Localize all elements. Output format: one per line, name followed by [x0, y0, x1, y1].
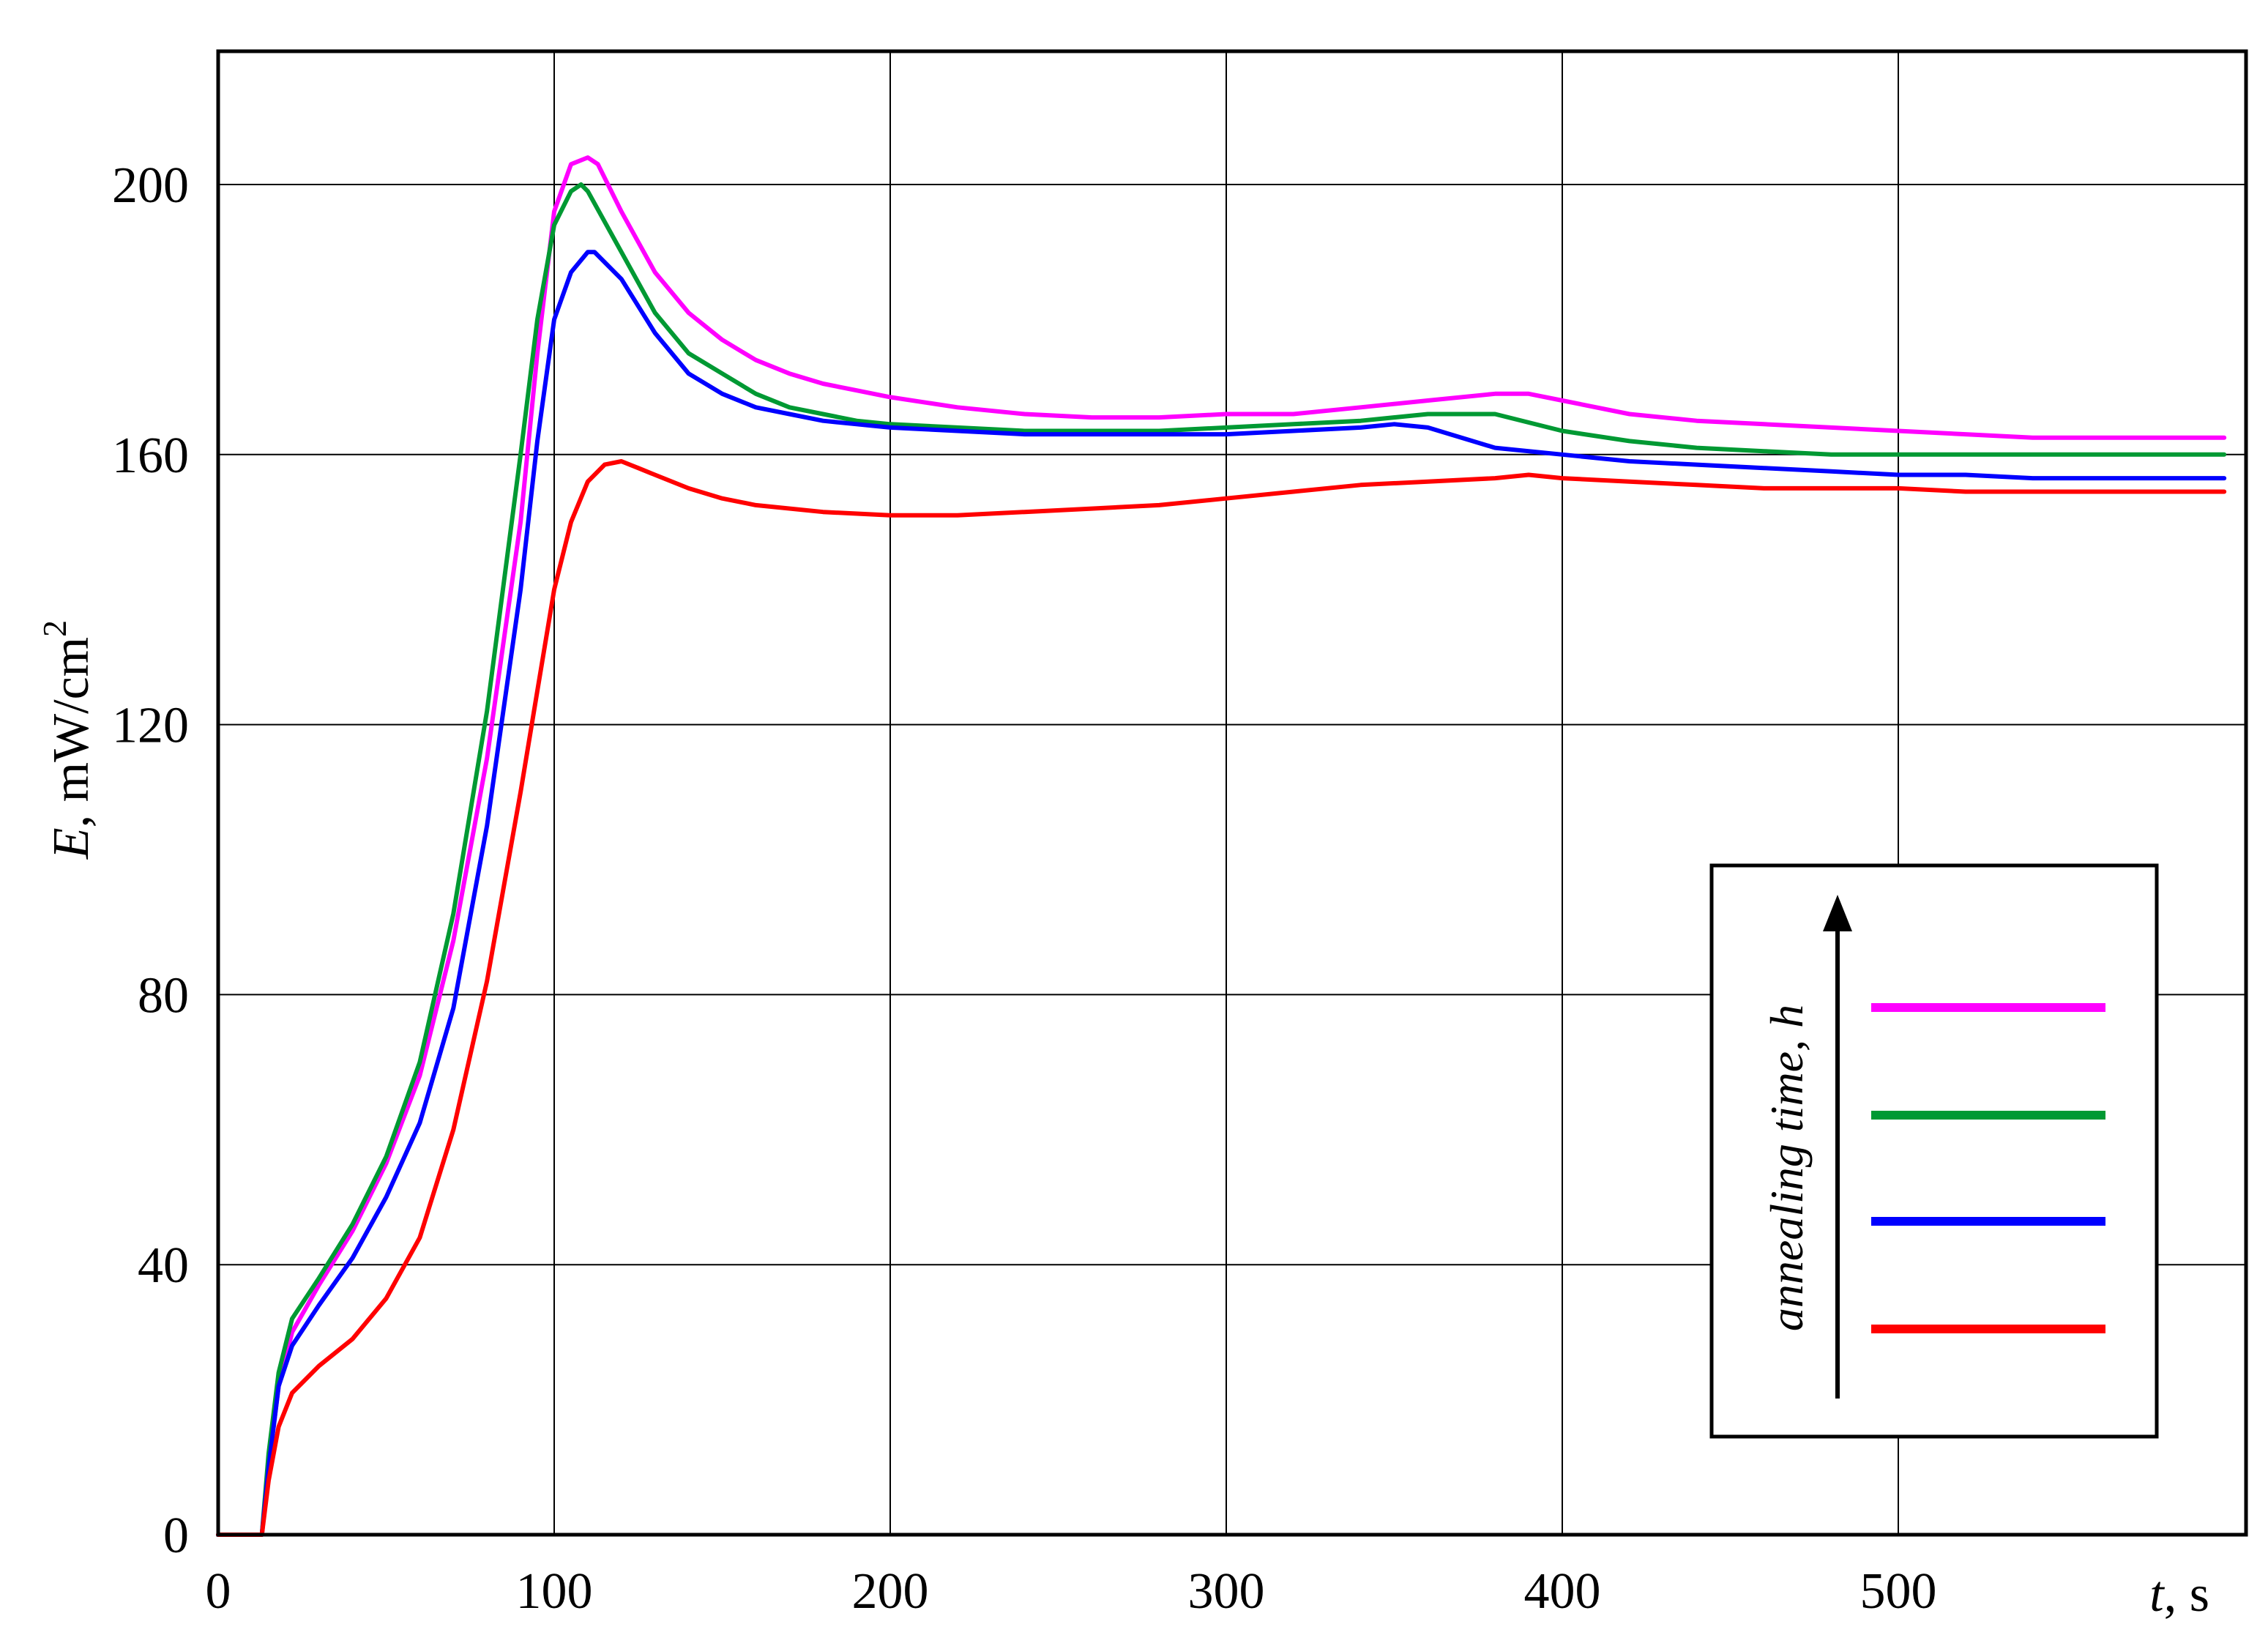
- x-tick-label: 300: [1188, 1563, 1265, 1620]
- arrow-up-icon: [1823, 895, 1852, 931]
- y-axis-label: E, mW/cm2: [36, 620, 100, 860]
- series-lines: [216, 155, 2227, 1537]
- x-axis-unit: , s: [2164, 1566, 2209, 1623]
- series-line-4: [216, 459, 2227, 1537]
- x-tick-label: 200: [852, 1563, 929, 1620]
- y-tick-label: 80: [138, 967, 189, 1024]
- legend-caption: annealing time, h: [1761, 1005, 1813, 1331]
- x-tick-label: 0: [206, 1563, 231, 1620]
- x-tick-label: 400: [1524, 1563, 1601, 1620]
- legend-box: [1709, 863, 2159, 1439]
- series-line-2: [216, 182, 2227, 1537]
- y-axis-var: E: [43, 827, 100, 860]
- y-axis-unit-sup: 2: [36, 620, 73, 637]
- tick-labels: 0 100 200 300 400 500 0 40 80 120 160 200: [112, 157, 1937, 1620]
- x-axis-var: t: [2149, 1566, 2165, 1623]
- series-line-1: [216, 155, 2227, 1537]
- x-axis-label: t, s: [2149, 1566, 2209, 1623]
- legend: annealing time, h: [1709, 863, 2159, 1439]
- series-line-3: [216, 250, 2227, 1537]
- x-tick-label: 500: [1860, 1563, 1937, 1620]
- y-tick-label: 200: [112, 157, 189, 214]
- y-axis-unit: , mW/cm: [43, 637, 100, 827]
- legend-swatches: [1871, 1003, 2105, 1333]
- y-tick-label: 120: [112, 698, 189, 754]
- y-tick-label: 40: [138, 1237, 189, 1294]
- y-tick-label: 160: [112, 428, 189, 484]
- y-tick-label: 0: [163, 1508, 189, 1564]
- x-tick-label: 100: [516, 1563, 593, 1620]
- plot-frame: [216, 49, 2248, 1537]
